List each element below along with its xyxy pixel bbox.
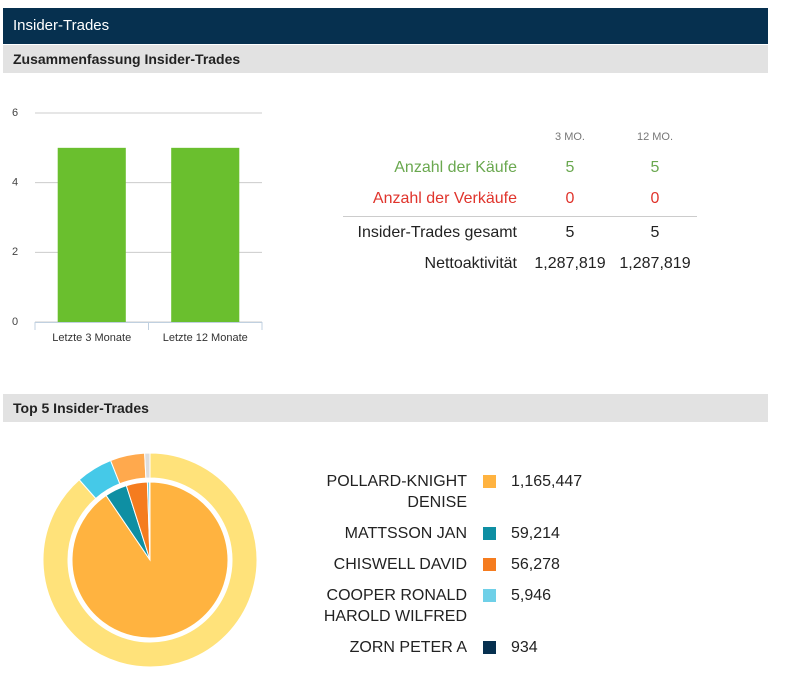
cell-value: 1,287,819 <box>534 255 606 272</box>
y-tick-label: 6 <box>12 107 18 119</box>
row-label: Anzahl der Verkäufe <box>372 190 517 207</box>
bar <box>171 147 240 322</box>
legend-label: COOPER RONALD HAROLD WILFRED <box>323 587 467 625</box>
legend-swatch <box>483 527 496 540</box>
legend-value: 934 <box>511 639 538 656</box>
legend-label: POLLARD-KNIGHT DENISE <box>326 473 467 511</box>
section-header: Top 5 Insider-Trades <box>3 394 768 422</box>
legend-swatch <box>483 558 496 571</box>
section-title: Zusammenfassung Insider-Trades <box>13 51 241 67</box>
legend-value: 59,214 <box>511 525 560 542</box>
column-header: 3 MO. <box>555 131 585 143</box>
cell-value: 5 <box>650 159 660 176</box>
legend-value: 5,946 <box>511 587 552 604</box>
bar <box>57 147 126 322</box>
cell-value: 1,287,819 <box>619 255 691 272</box>
legend-swatch <box>483 475 496 488</box>
legend-label: MATTSSON JAN <box>344 525 467 542</box>
outer-slice <box>42 452 258 668</box>
row-label: Nettoaktivität <box>424 255 517 272</box>
legend-swatch <box>483 589 496 602</box>
header: Insider-Trades <box>3 8 768 44</box>
section-header: Zusammenfassung Insider-Trades <box>3 45 768 73</box>
outer-slice <box>144 452 151 479</box>
cell-value: 5 <box>565 159 575 176</box>
cell-value: 5 <box>565 224 575 241</box>
row-label: Anzahl der Käufe <box>394 159 517 176</box>
header-title: Insider-Trades <box>13 17 110 34</box>
row-label: Insider-Trades gesamt <box>357 224 517 241</box>
cell-value: 0 <box>650 190 660 207</box>
y-tick-label: 4 <box>12 177 18 189</box>
legend-swatch <box>483 641 496 654</box>
cell-value: 5 <box>650 224 660 241</box>
cell-value: 0 <box>565 190 575 207</box>
section-title: Top 5 Insider-Trades <box>13 400 149 416</box>
legend-value: 1,165,447 <box>511 473 583 490</box>
legend-label: CHISWELL DAVID <box>333 556 467 573</box>
y-tick-label: 0 <box>12 316 18 328</box>
column-header: 12 MO. <box>636 131 674 143</box>
y-tick-label: 2 <box>12 246 18 258</box>
legend-label: ZORN PETER A <box>349 639 467 656</box>
legend-value: 56,278 <box>511 556 560 573</box>
x-tick-label: Letzte 3 Monate <box>52 332 131 344</box>
x-tick-label: Letzte 12 Monate <box>163 332 248 344</box>
